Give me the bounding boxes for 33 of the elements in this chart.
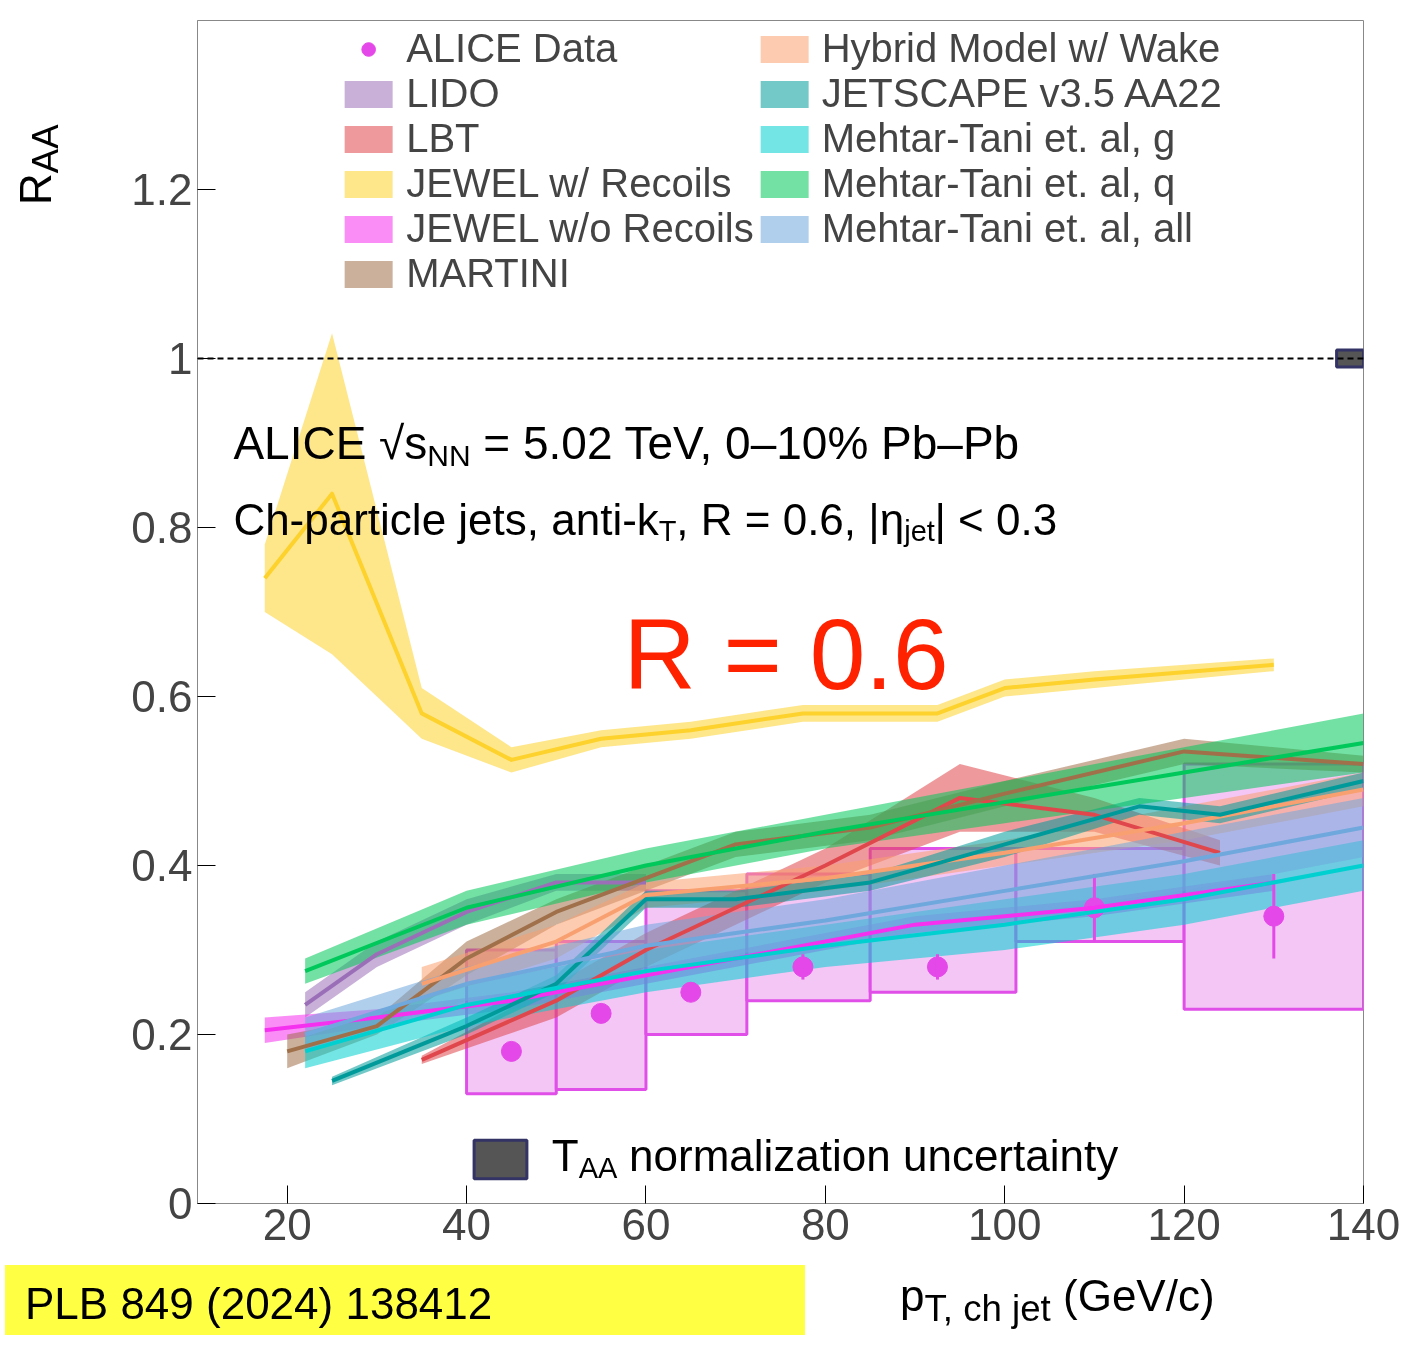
y-tick-label: 0 xyxy=(168,1179,193,1228)
x-tick-label: 60 xyxy=(621,1199,671,1249)
point xyxy=(590,1002,612,1024)
text: PLB 849 (2024) 138412 xyxy=(25,1278,493,1330)
x-tick-label: 20 xyxy=(262,1199,312,1249)
line-series xyxy=(303,863,1364,1054)
x-axis-title: p$_{T, ch jet}$ (GeV/c) xyxy=(900,1270,1215,1331)
legend-label: LIDO xyxy=(406,71,500,116)
y-tick-label: 1.2 xyxy=(131,165,193,214)
y-tick-label: 0.4 xyxy=(131,841,193,890)
y-tick-label: 0.8 xyxy=(131,503,193,552)
legend-label: LBT xyxy=(406,116,480,161)
point xyxy=(680,981,702,1003)
x-tick-label: 40 xyxy=(442,1199,492,1249)
legend-label: Mehtar-Tani et. al, q xyxy=(821,161,1176,206)
x-tick-label: 140 xyxy=(1326,1199,1401,1249)
legend-label: Mehtar-Tani et. al, g xyxy=(821,116,1176,161)
y-tick-label: 0.6 xyxy=(131,672,193,721)
annotation: R = 0.6 xyxy=(623,598,949,711)
y-tick-label: 0.2 xyxy=(131,1010,193,1059)
legend-label: JETSCAPE v3.5 AA22 xyxy=(821,71,1222,116)
point xyxy=(500,1040,522,1062)
line-series xyxy=(303,825,1364,1037)
x-tick-label: 100 xyxy=(968,1199,1042,1249)
legend-label: JEWEL w/ Recoils xyxy=(406,161,732,206)
x-tick-label: 120 xyxy=(1147,1199,1221,1249)
legend-label: MARTINI xyxy=(406,251,570,296)
x-tick-label: 80 xyxy=(800,1199,850,1249)
legend-label: JEWEL w/o Recoils xyxy=(406,206,754,251)
legend-label: Hybrid Model w/ Wake xyxy=(821,26,1221,71)
legend-label: ALICE Data xyxy=(406,26,618,71)
y-tick-label: 1 xyxy=(168,334,193,383)
legend-label: Mehtar-Tani et. al, all xyxy=(821,206,1193,251)
